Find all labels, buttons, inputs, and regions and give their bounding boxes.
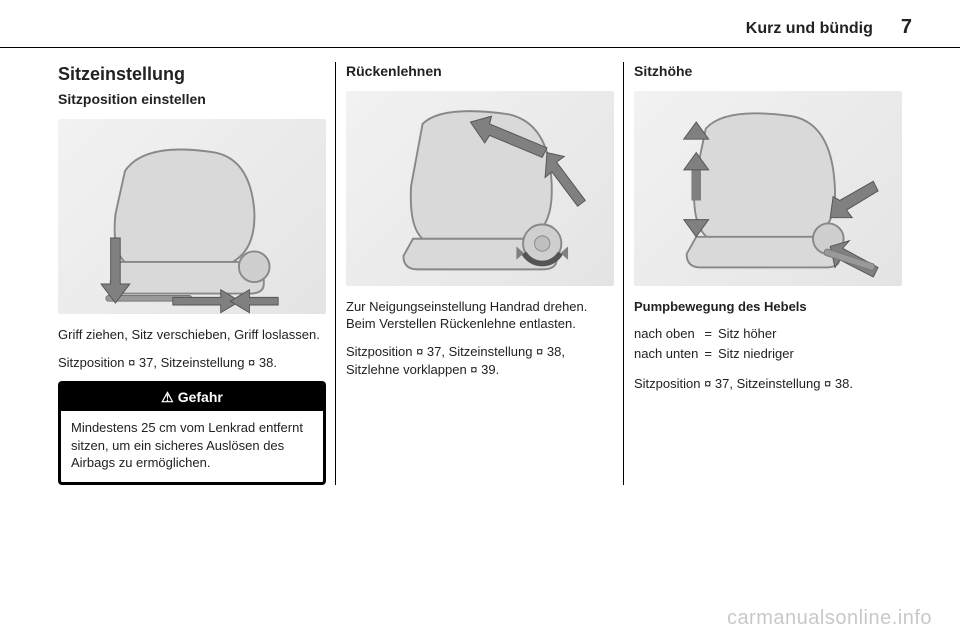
column-1: Sitzeinstellung Sitzposition einstellen … xyxy=(48,62,336,485)
column-2: Rückenlehnen Zur Neigungseinstellung Han… xyxy=(336,62,624,485)
figure-seat-recline xyxy=(346,91,614,286)
height-table: nach oben = Sitz höher nach unten = Sitz… xyxy=(634,325,800,364)
subheading-sitzposition: Sitzposition einstellen xyxy=(58,90,326,109)
table-row: nach oben = Sitz höher xyxy=(634,325,800,345)
subheading-sitzhoehe: Sitzhöhe xyxy=(634,62,902,81)
page-number: 7 xyxy=(901,14,912,41)
caption-height-lead: Pumpbewegung des Hebels xyxy=(634,298,902,316)
caption-slide: Griff ziehen, Sitz verschieben, Griff lo… xyxy=(58,326,326,344)
column-3: Sitzhöhe Pumpbewegung des Hebels xyxy=(624,62,912,485)
watermark: carmanualsonline.info xyxy=(727,605,932,632)
warning-icon: ⚠ xyxy=(161,389,174,405)
figure-seat-slide xyxy=(58,119,326,314)
kv-eq: = xyxy=(704,345,718,365)
refs-slide: Sitzposition ¤ 37, Sitzeinstellung ¤ 38. xyxy=(58,354,326,372)
figure-seat-height xyxy=(634,91,902,286)
section-title: Kurz und bündig xyxy=(746,18,873,40)
refs-height: Sitzposition ¤ 37, Sitzeinstellung ¤ 38. xyxy=(634,375,902,393)
danger-box: ⚠Gefahr Mindestens 25 cm vom Lenkrad ent… xyxy=(58,381,326,485)
refs-recline: Sitzposition ¤ 37, Sitzeinstellung ¤ 38,… xyxy=(346,343,614,378)
kv-key: nach oben xyxy=(634,325,704,345)
subheading-rueckenlehnen: Rückenlehnen xyxy=(346,62,614,81)
danger-label: Gefahr xyxy=(178,389,223,405)
kv-key: nach unten xyxy=(634,345,704,365)
content-columns: Sitzeinstellung Sitzposition einstellen … xyxy=(0,62,960,485)
table-row: nach unten = Sitz niedriger xyxy=(634,345,800,365)
kv-eq: = xyxy=(704,325,718,345)
kv-val: Sitz niedriger xyxy=(718,345,800,365)
heading-sitzeinstellung: Sitzeinstellung xyxy=(58,62,326,86)
page-header: Kurz und bündig 7 xyxy=(0,0,960,48)
kv-val: Sitz höher xyxy=(718,325,800,345)
danger-body: Mindestens 25 cm vom Lenkrad entfernt si… xyxy=(61,411,323,482)
caption-recline: Zur Neigungseinstellung Handrad drehen. … xyxy=(346,298,614,333)
danger-title: ⚠Gefahr xyxy=(61,384,323,411)
